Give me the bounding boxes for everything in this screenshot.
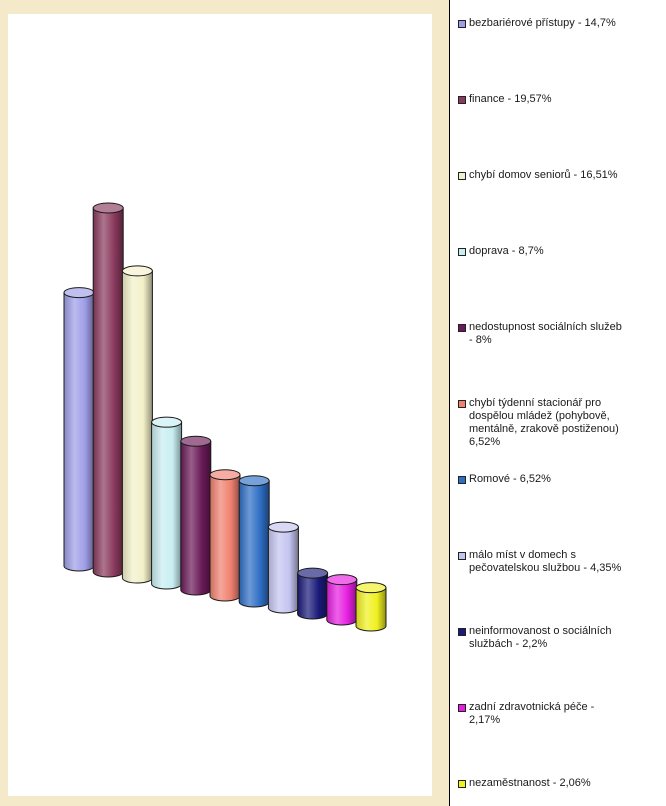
- bar-2: [92, 202, 124, 578]
- bar-cap-2: [92, 202, 124, 214]
- legend-item-1: bezbariérové přístupy - 14,7%: [458, 17, 666, 30]
- plot-area: [8, 14, 432, 796]
- legend-label-1: bezbariérové přístupy - 14,7%: [469, 17, 616, 29]
- bar-cap-7: [238, 475, 270, 487]
- bar-body-8: [267, 526, 299, 614]
- legend-item-3: chybí domov seniorů - 16,51%: [458, 169, 666, 182]
- bar-body-10: [326, 579, 358, 626]
- legend-item-11: nezaměstnanost - 2,06%: [458, 777, 666, 790]
- bar-body-3: [121, 270, 153, 584]
- legend-item-6: chybí týdenní stacionář pro dospělou mlá…: [458, 397, 666, 449]
- legend-swatch-3: [458, 172, 466, 180]
- bar-5: [180, 435, 212, 596]
- legend-label-3: chybí domov seniorů - 16,51%: [469, 169, 618, 181]
- bar-cap-3: [121, 265, 153, 277]
- legend-label-7: Romové - 6,52%: [469, 473, 551, 485]
- legend-swatch-11: [458, 780, 466, 788]
- bar-9: [297, 567, 329, 620]
- legend-item-10: zadní zdravotnická péče - 2,17%: [458, 701, 666, 727]
- bar-cap-10: [326, 574, 358, 586]
- bar-cap-8: [267, 521, 299, 533]
- legend-swatch-10: [458, 704, 466, 712]
- legend-label-10: zadní zdravotnická péče - 2,17%: [469, 701, 595, 726]
- bar-7: [238, 475, 270, 608]
- legend-label-11: nezaměstnanost - 2,06%: [469, 777, 591, 789]
- bar-body-2: [92, 207, 124, 578]
- bar-body-7: [238, 480, 270, 608]
- legend-swatch-9: [458, 628, 466, 636]
- bar-8: [267, 521, 299, 614]
- legend-item-7: Romové - 6,52%: [458, 473, 666, 486]
- bar-body-9: [297, 572, 329, 620]
- bar-11: [355, 582, 387, 632]
- legend-swatch-8: [458, 552, 466, 560]
- legend-label-2: finance - 19,57%: [469, 93, 552, 105]
- legend-item-9: neinformovanost o sociálních službách - …: [458, 625, 666, 651]
- bar-10: [326, 574, 358, 626]
- bar-body-5: [180, 440, 212, 596]
- bar-4: [151, 416, 183, 590]
- legend-swatch-6: [458, 400, 466, 408]
- legend-swatch-4: [458, 248, 466, 256]
- bar-cap-4: [151, 416, 183, 428]
- legend-label-8: málo míst v domech s pečovatelskou služb…: [469, 549, 622, 574]
- bar-body-1: [63, 292, 95, 572]
- legend-item-8: málo míst v domech s pečovatelskou služb…: [458, 549, 666, 575]
- legend-swatch-5: [458, 324, 466, 332]
- legend-swatch-2: [458, 96, 466, 104]
- legend-label-4: doprava - 8,7%: [469, 245, 544, 257]
- bar-cap-1: [63, 287, 95, 299]
- legend-label-5: nedostupnost sociálních služeb - 8%: [469, 321, 622, 346]
- legend-item-5: nedostupnost sociálních služeb - 8%: [458, 321, 666, 347]
- legend: bezbariérové přístupy - 14,7% finance - 1…: [449, 0, 666, 806]
- legend-item-4: doprava - 8,7%: [458, 245, 666, 258]
- bar-3: [121, 265, 153, 584]
- bar-cap-11: [355, 582, 387, 594]
- bar-body-4: [151, 421, 183, 590]
- bar-6: [209, 469, 241, 602]
- bar-cap-9: [297, 567, 329, 579]
- bar-cap-6: [209, 469, 241, 481]
- legend-item-2: finance - 19,57%: [458, 93, 666, 106]
- bar-1: [63, 287, 95, 572]
- bar-cap-5: [180, 435, 212, 447]
- legend-label-6: chybí týdenní stacionář pro dospělou mlá…: [469, 397, 619, 448]
- bar-body-6: [209, 474, 241, 602]
- legend-swatch-1: [458, 20, 466, 28]
- legend-swatch-7: [458, 476, 466, 484]
- bar-body-11: [355, 587, 387, 632]
- legend-label-9: neinformovanost o sociálních službách - …: [469, 625, 612, 650]
- cylinder-chart: [63, 202, 387, 632]
